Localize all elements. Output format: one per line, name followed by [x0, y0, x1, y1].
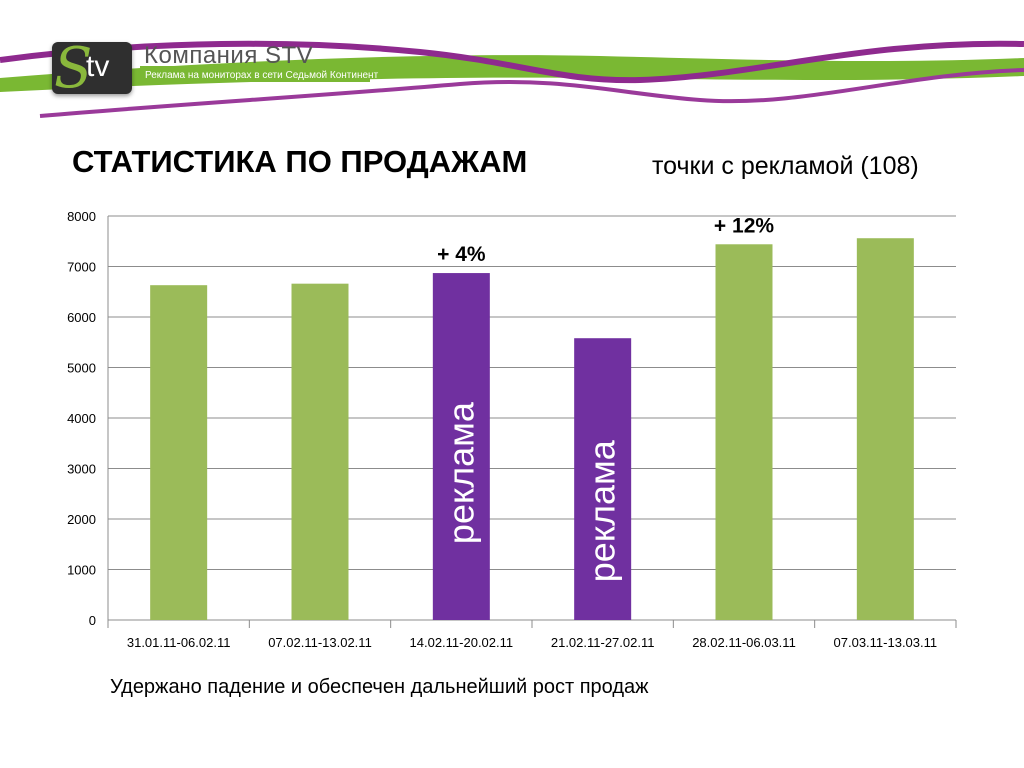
page-title: СТАТИСТИКА ПО ПРОДАЖАМ — [72, 144, 528, 179]
bar — [432, 273, 490, 620]
bar-annotation: + 4% — [437, 243, 486, 266]
y-tick-label: 5000 — [67, 361, 96, 376]
bar-inner-label: реклама — [582, 439, 623, 582]
x-tick-label: 21.02.11-27.02.11 — [551, 635, 655, 650]
bar — [291, 283, 349, 620]
chart-caption: Удержано падение и обеспечен дальнейший … — [110, 676, 649, 698]
bar — [856, 238, 914, 620]
y-tick-label: 8000 — [67, 209, 96, 224]
x-tick-label: 07.03.11-13.03.11 — [834, 635, 938, 650]
x-tick-label: 28.02.11-06.03.11 — [692, 635, 796, 650]
bar — [574, 338, 632, 620]
company-name: Компания STV — [144, 42, 314, 69]
header-swoosh-graphic — [0, 40, 1024, 118]
x-tick-label: 14.02.11-20.02.11 — [410, 635, 514, 650]
x-tick-label: 07.02.11-13.02.11 — [268, 635, 372, 650]
company-tagline: Реклама на мониторах в сети Седьмой Конт… — [145, 70, 379, 81]
y-tick-label: 2000 — [67, 512, 96, 527]
y-tick-label: 1000 — [67, 563, 96, 578]
y-tick-label: 3000 — [67, 462, 96, 477]
bar — [150, 285, 208, 620]
header: S tv Компания STV Реклама на мониторах в… — [0, 0, 1024, 130]
y-tick-label: 7000 — [67, 260, 96, 275]
logo: S tv — [52, 42, 132, 94]
bar-annotation: + 12% — [714, 214, 774, 237]
y-tick-label: 6000 — [67, 310, 96, 325]
bar — [715, 244, 773, 620]
page-subtitle: точки с рекламой (108) — [652, 152, 919, 180]
x-tick-label: 31.01.11-06.02.11 — [127, 635, 231, 650]
y-tick-label: 4000 — [67, 411, 96, 426]
y-tick-label: 0 — [89, 613, 96, 628]
logo-tv-glyph: tv — [86, 50, 110, 83]
bar-inner-label: реклама — [440, 401, 481, 544]
logo-s-glyph: S — [54, 42, 93, 94]
